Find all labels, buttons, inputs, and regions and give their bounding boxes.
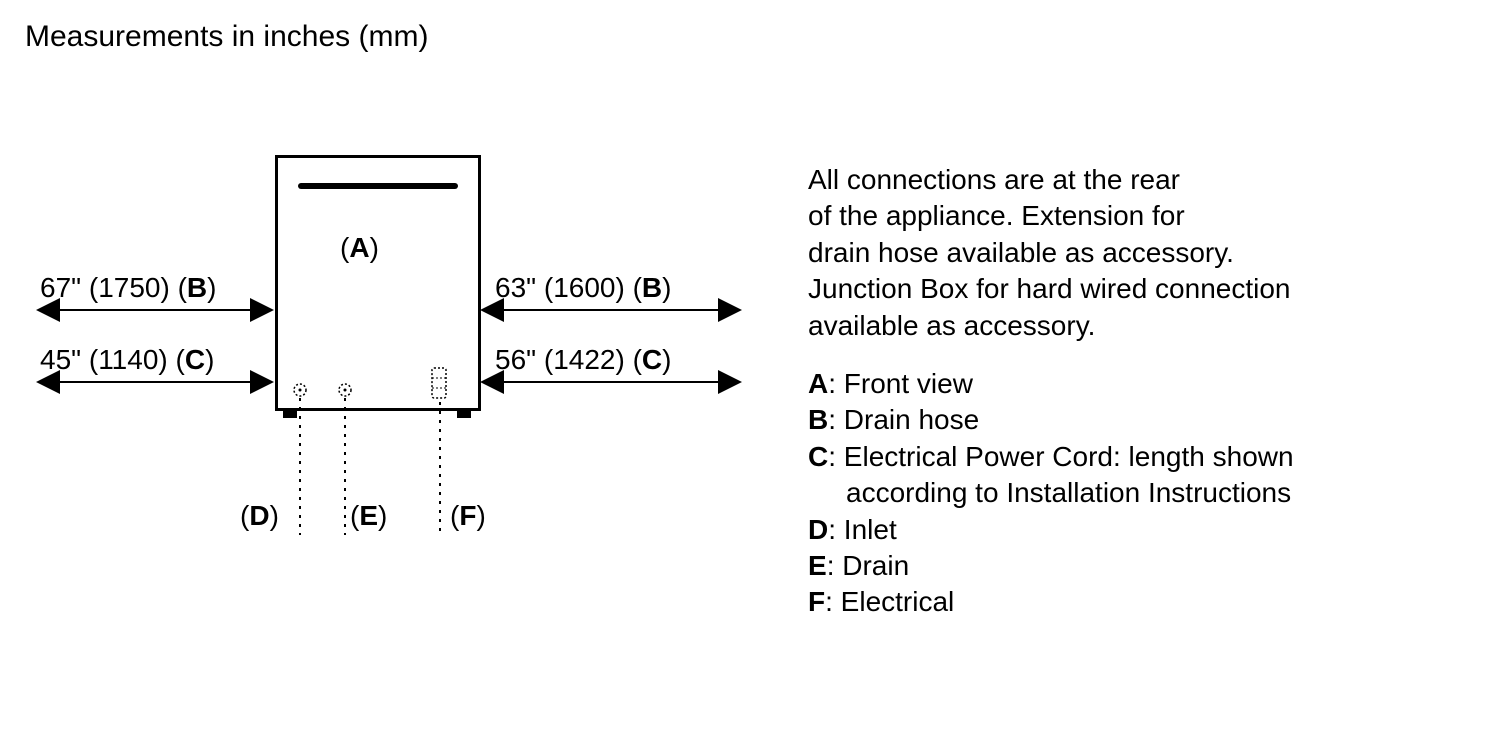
diagram-svg — [0, 0, 800, 750]
legend-item-d: D: Inlet — [808, 512, 1468, 548]
legend-intro-line: drain hose available as accessory. — [808, 237, 1234, 268]
legend-item-c: C: Electrical Power Cord: length shownac… — [808, 439, 1468, 512]
legend-intro-line: of the appliance. Extension for — [808, 200, 1185, 231]
diagram-area: (A) 67" (1750) (B) 45" (1140) (C) 63" (1… — [0, 0, 800, 750]
legend-item-a: A: Front view — [808, 366, 1468, 402]
inlet-dot — [299, 389, 302, 392]
electrical-icon — [432, 368, 446, 398]
legend-item-b: B: Drain hose — [808, 402, 1468, 438]
legend-intro-line: available as accessory. — [808, 310, 1095, 341]
legend-intro: All connections are at the rear of the a… — [808, 162, 1468, 344]
legend-item-e: E: Drain — [808, 548, 1468, 584]
drain-dot — [344, 389, 347, 392]
legend-intro-line: All connections are at the rear — [808, 164, 1180, 195]
legend-list: A: Front view B: Drain hose C: Electrica… — [808, 366, 1468, 621]
legend-intro-line: Junction Box for hard wired connection — [808, 273, 1291, 304]
legend-item-f: F: Electrical — [808, 584, 1468, 620]
legend-area: All connections are at the rear of the a… — [808, 162, 1468, 621]
